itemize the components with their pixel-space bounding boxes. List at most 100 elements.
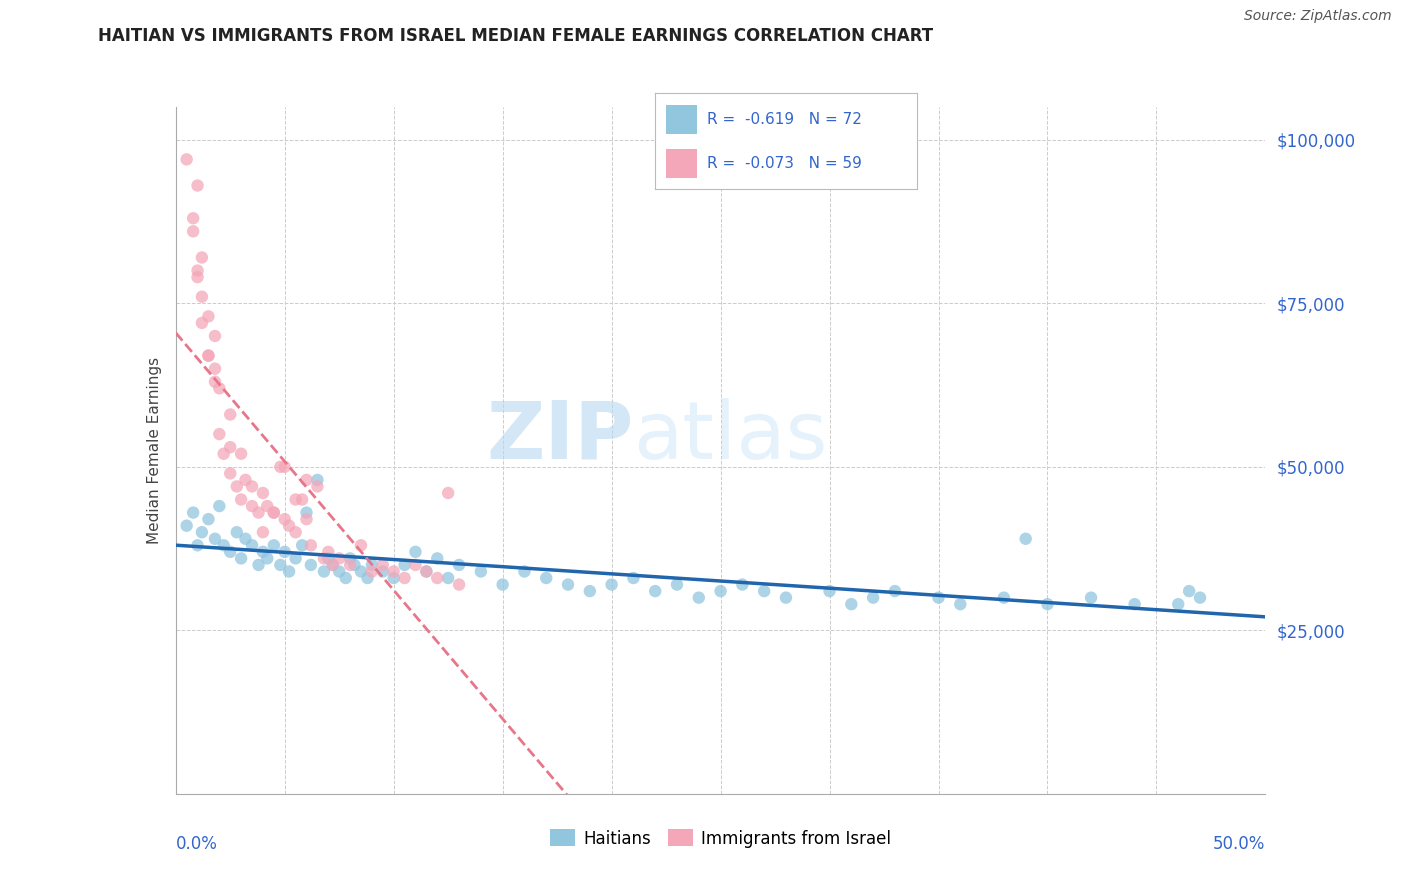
Point — [382, 565, 405, 579]
Point — [219, 545, 242, 559]
Point — [186, 270, 209, 285]
Point — [579, 584, 602, 599]
Point — [186, 538, 209, 552]
Point — [415, 565, 437, 579]
Point — [754, 584, 776, 599]
Point — [263, 538, 285, 552]
Point — [371, 565, 394, 579]
Point — [235, 473, 257, 487]
Point — [350, 565, 373, 579]
Point — [256, 499, 278, 513]
Point — [557, 577, 579, 591]
Point — [278, 565, 301, 579]
Point — [252, 486, 274, 500]
Text: ZIP: ZIP — [486, 398, 633, 475]
Point — [284, 551, 307, 566]
Point — [382, 571, 405, 585]
Point — [295, 512, 318, 526]
Point — [231, 551, 253, 566]
Point — [307, 479, 329, 493]
Point — [360, 558, 382, 572]
Point — [252, 545, 274, 559]
Text: Source: ZipAtlas.com: Source: ZipAtlas.com — [1244, 9, 1392, 23]
Point — [181, 506, 204, 520]
Text: 50.0%: 50.0% — [1213, 835, 1265, 853]
Point — [274, 545, 297, 559]
Point — [447, 558, 470, 572]
Point — [884, 584, 907, 599]
Point — [240, 499, 263, 513]
Point — [299, 558, 322, 572]
Text: R =  -0.619   N = 72: R = -0.619 N = 72 — [707, 112, 862, 127]
Point — [269, 558, 291, 572]
Point — [176, 153, 198, 167]
Point — [949, 597, 972, 611]
Point — [437, 571, 460, 585]
Point — [312, 565, 335, 579]
Point — [1015, 532, 1038, 546]
Point — [928, 591, 950, 605]
Point — [322, 558, 344, 572]
Point — [208, 499, 231, 513]
Point — [621, 571, 644, 585]
Point — [534, 571, 557, 585]
Point — [371, 558, 394, 572]
Y-axis label: Median Female Earnings: Median Female Earnings — [146, 357, 162, 544]
Point — [318, 545, 340, 559]
Point — [191, 251, 214, 265]
Point — [328, 565, 350, 579]
Point — [993, 591, 1015, 605]
Point — [247, 506, 270, 520]
Point — [328, 551, 350, 566]
Point — [339, 551, 361, 566]
Point — [350, 538, 373, 552]
Point — [470, 565, 492, 579]
Point — [644, 584, 666, 599]
Text: atlas: atlas — [633, 398, 828, 475]
Point — [278, 518, 301, 533]
Point — [295, 506, 318, 520]
Point — [235, 532, 257, 546]
Point — [274, 459, 297, 474]
Point — [339, 558, 361, 572]
Point — [225, 525, 247, 540]
Point — [841, 597, 863, 611]
Point — [1080, 591, 1102, 605]
Bar — [665, 105, 697, 134]
Point — [204, 329, 226, 343]
Point — [1167, 597, 1189, 611]
Point — [335, 571, 357, 585]
Point — [492, 577, 515, 591]
Bar — [665, 149, 697, 178]
Point — [231, 447, 253, 461]
Point — [186, 263, 209, 277]
Point — [208, 381, 231, 395]
Point — [219, 440, 242, 454]
Point — [299, 538, 322, 552]
Point — [600, 577, 623, 591]
Text: HAITIAN VS IMMIGRANTS FROM ISRAEL MEDIAN FEMALE EARNINGS CORRELATION CHART: HAITIAN VS IMMIGRANTS FROM ISRAEL MEDIAN… — [98, 27, 934, 45]
Point — [1189, 591, 1212, 605]
Point — [343, 558, 366, 572]
Point — [197, 349, 219, 363]
Point — [197, 512, 219, 526]
Point — [710, 584, 733, 599]
Point — [405, 558, 427, 572]
Point — [231, 492, 253, 507]
Point — [307, 473, 329, 487]
Point — [318, 551, 340, 566]
Point — [208, 427, 231, 442]
Point — [775, 591, 797, 605]
Point — [274, 512, 297, 526]
Point — [394, 558, 416, 572]
Point — [212, 447, 235, 461]
Point — [225, 479, 247, 493]
Point — [291, 492, 314, 507]
Point — [818, 584, 841, 599]
Text: R =  -0.073   N = 59: R = -0.073 N = 59 — [707, 156, 862, 171]
Point — [426, 571, 449, 585]
Point — [666, 577, 689, 591]
Point — [197, 349, 219, 363]
Point — [204, 375, 226, 389]
Point — [284, 525, 307, 540]
